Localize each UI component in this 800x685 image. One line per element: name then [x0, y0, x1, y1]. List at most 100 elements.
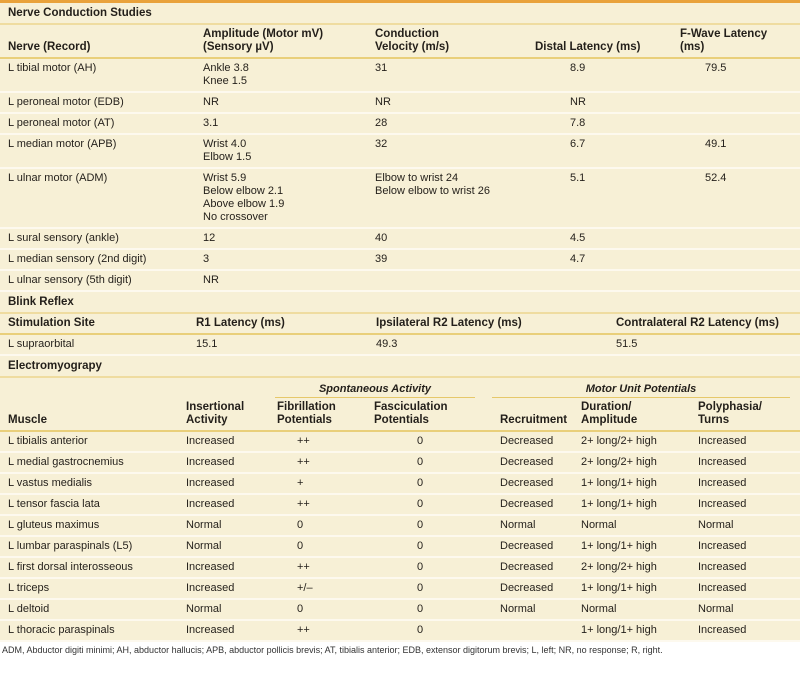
ncs-cell: L median motor (APB) [8, 138, 117, 150]
emg-cell: 1+ long/1+ high [581, 477, 657, 489]
ncs-cell: 4.7 [570, 253, 586, 265]
emg-cell: 0 [417, 540, 424, 552]
footnote: ADM, Abductor digiti minimi; AH, abducto… [2, 645, 663, 655]
emg-cell: Increased [698, 540, 747, 552]
ncs-table-row: L peroneal motor (EDB) NR NR NR [0, 93, 800, 114]
emg-cell: Decreased [500, 561, 554, 573]
emg-cell: L vastus medialis [8, 477, 92, 489]
emg-table-row: L first dorsal interosseous Increased ++ 0 D… [0, 558, 800, 579]
emg-cell: ++ [297, 456, 310, 468]
ncs-cell [672, 114, 800, 133]
emg-cell: 1+ long/1+ high [581, 582, 657, 594]
emg-cell: Decreased [500, 456, 554, 468]
blink-header-row: Stimulation Site R1 Latency (ms) Ipsilater… [0, 314, 800, 335]
ncs-cell: Wrist 5.9 Below elbow 2.1 Above elbow 1.… [203, 172, 285, 223]
emg-cell: L thoracic paraspinals [8, 624, 115, 636]
ncs-table-row: L ulnar sensory (5th digit) NR [0, 271, 800, 292]
emg-cell: Normal [581, 519, 617, 531]
emg-cell: L deltoid [8, 603, 50, 615]
emg-cell: 2+ long/2+ high [581, 456, 657, 468]
ncs-column-header: Distal Latency (ms) [535, 41, 641, 53]
emg-cell: Increased [698, 435, 747, 447]
emg-cell: ++ [297, 498, 310, 510]
emg-cell: 0 [417, 519, 424, 531]
emg-column-header: Muscle [8, 414, 47, 426]
emg-cell: ++ [297, 561, 310, 573]
ncs-cell: NR [375, 96, 391, 108]
emg-cell: 0 [417, 456, 424, 468]
emg-cell: Decreased [500, 582, 554, 594]
ncs-cell: L ulnar sensory (5th digit) [8, 274, 132, 286]
emg-cell: +/– [297, 582, 313, 594]
emg-column-header: Insertional Activity [186, 401, 245, 426]
ncs-cell: NR [570, 96, 586, 108]
emg-cell: 1+ long/1+ high [581, 498, 657, 510]
ncs-table-row: L tibial motor (AH) Ankle 3.8 Knee 1.5 31 8… [0, 59, 800, 93]
ncs-cell: L median sensory (2nd digit) [8, 253, 147, 265]
ncs-column-header: F-Wave Latency (ms) [680, 28, 768, 53]
emg-cell: L lumbar paraspinals (L5) [8, 540, 133, 552]
emg-table-row: L gluteus maximus Normal 0 0 Normal Normal Nor… [0, 516, 800, 537]
ncs-cell: 28 [375, 117, 388, 129]
emg-cell: Decreased [500, 477, 554, 489]
emg-cell: L tensor fascia lata [8, 498, 100, 510]
ncs-cell: 39 [375, 253, 388, 265]
emg-cell: 0 [417, 624, 424, 636]
emg-table-row: L medial gastrocnemius Increased ++ 0 Decrea… [0, 453, 800, 474]
ncs-cell: L sural sensory (ankle) [8, 232, 119, 244]
emg-cell: Increased [698, 561, 747, 573]
ncs-cell: Wrist 4.0 Elbow 1.5 [203, 138, 252, 163]
emg-cell: Decreased [500, 540, 554, 552]
emg-cell: Normal [500, 519, 536, 531]
emg-cell: 0 [297, 519, 304, 531]
emg-group-header-row: Spontaneous Activity Motor Unit Potential… [0, 378, 800, 398]
ncs-cell: 4.5 [570, 232, 586, 244]
emg-table-row: L triceps Increased +/– 0 Decreased 1+ long/1… [0, 579, 800, 600]
blink-column-header: R1 Latency (ms) [196, 317, 285, 329]
emg-cell: 0 [417, 435, 424, 447]
ncs-cell [672, 250, 800, 269]
ncs-column-header: Amplitude (Motor mV) (Sensory µV) [203, 28, 324, 53]
emg-column-header: Fasciculation Potentials [374, 401, 448, 426]
ncs-table-row: L sural sensory (ankle) 12 40 4.5 [0, 229, 800, 250]
emg-cell: Increased [698, 624, 747, 636]
emg-cell: ++ [297, 624, 310, 636]
ncs-cell: NR [203, 96, 219, 108]
ncs-title: Nerve Conduction Studies [8, 7, 152, 19]
ncs-cell: 12 [203, 232, 216, 244]
emg-cell: Increased [186, 435, 235, 447]
findings-table: Nerve Conduction Studies Nerve (Record) Am… [0, 3, 800, 642]
emg-column-header: Duration/ Amplitude [581, 401, 638, 426]
group-spontaneous-activity: Spontaneous Activity [275, 383, 475, 398]
emg-cell: Increased [698, 498, 747, 510]
ncs-cell: Ankle 3.8 Knee 1.5 [203, 62, 249, 87]
ncs-cell [672, 271, 800, 290]
emg-cell: 0 [297, 540, 304, 552]
emg-column-header: Recruitment [500, 414, 568, 426]
emg-cell: L triceps [8, 582, 50, 594]
ncs-cell: 49.1 [705, 138, 727, 150]
ncs-cell: L peroneal motor (EDB) [8, 96, 124, 108]
top-rule [0, 0, 800, 3]
ncs-cell: 5.1 [570, 172, 586, 184]
emg-cell: Increased [186, 582, 235, 594]
emg-cell: 1+ long/1+ high [581, 624, 657, 636]
emg-cell: 0 [417, 561, 424, 573]
emg-header-row: Muscle Insertional Activity Fibrillation P… [0, 398, 800, 432]
ncs-cell [367, 271, 527, 290]
emg-cell: 0 [417, 477, 424, 489]
ncs-cell: 7.8 [570, 117, 586, 129]
ncs-column-header: Conduction Velocity (m/s) [375, 28, 450, 53]
emg-cell: Normal [698, 603, 734, 615]
emg-cell: Increased [186, 624, 235, 636]
blink-column-header: Ipsilateral R2 Latency (ms) [376, 317, 522, 329]
ncs-column-header: Nerve (Record) [8, 41, 91, 53]
emg-column-header: Polyphasia/ Turns [698, 401, 762, 426]
emg-cell: Increased [186, 456, 235, 468]
emg-table-row: L tibialis anterior Increased ++ 0 Decreased… [0, 432, 800, 453]
emg-cell: Decreased [500, 498, 554, 510]
emg-cell: Increased [698, 477, 747, 489]
emg-cell: Increased [698, 456, 747, 468]
emg-cell: ++ [297, 435, 310, 447]
emg-cell: Increased [186, 561, 235, 573]
